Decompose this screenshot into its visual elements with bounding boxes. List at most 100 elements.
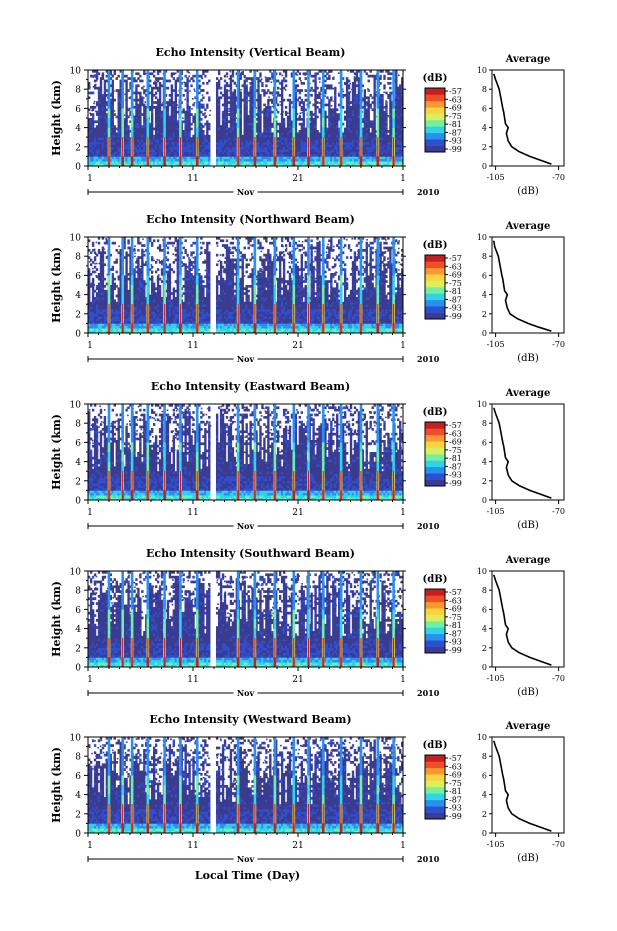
heatmap-cell [227, 149, 231, 152]
heatmap-cell [88, 146, 91, 150]
heatmap-cell [99, 130, 103, 133]
heatmap-cell [137, 161, 140, 164]
heatmap-cell [233, 89, 237, 92]
heatmap-cell [204, 74, 207, 78]
heatmap-cell [117, 134, 120, 138]
heatmap-cell [119, 161, 122, 164]
heatmap-cell [314, 137, 317, 140]
heatmap-cell [223, 134, 227, 138]
heatmap-cell [137, 110, 140, 114]
heatmap-cell [101, 151, 105, 155]
heatmap-cell [176, 149, 179, 152]
heatmap-cell [314, 118, 317, 121]
heatmap-cell [265, 113, 268, 116]
heatmap-cell [261, 84, 264, 88]
heatmap-cell [275, 130, 278, 133]
heatmap-cell [367, 101, 370, 104]
heatmap-cell [115, 154, 118, 157]
heatmap-cell [206, 158, 209, 162]
heatmap-cell [125, 82, 128, 85]
heatmap-cell [217, 72, 221, 76]
heatmap-cell [156, 98, 160, 102]
heatmap-cell [190, 77, 193, 80]
heatmap-cell [182, 151, 185, 155]
heatmap-cell [296, 84, 300, 88]
heatmap-cell [294, 146, 298, 150]
heatmap-dot [166, 87, 168, 90]
heatmap-cell [330, 70, 333, 73]
heatmap-cell [233, 149, 237, 152]
heatmap-cell [280, 139, 284, 143]
heatmap-cell [271, 74, 274, 78]
heatmap-cell [243, 86, 246, 90]
heatmap-cell [265, 120, 268, 124]
heatmap-cell [243, 101, 246, 104]
heatmap-cell [182, 110, 185, 114]
heatmap-cell [174, 130, 177, 133]
heatmap-cell [229, 82, 233, 85]
heatmap-cell [300, 151, 303, 155]
heatmap-cell [215, 139, 219, 143]
heatmap-cell [135, 113, 138, 116]
heatmap-cell [172, 72, 176, 76]
heatmap-cell [198, 108, 201, 112]
heatmap-cell [135, 110, 138, 114]
heatmap-cell [225, 96, 229, 100]
heatmap-cell [255, 134, 258, 138]
heatmap-cell [135, 101, 138, 104]
heatmap-cell [263, 120, 266, 124]
heatmap-cell [312, 161, 315, 164]
heatmap-cell [200, 122, 203, 126]
heatmap-cell [200, 154, 203, 157]
heatmap-cell [247, 163, 250, 167]
heatmap-cell [347, 98, 351, 102]
heatmap-cell [300, 154, 303, 157]
heatmap-cell [271, 125, 274, 128]
heatmap-cell [328, 86, 331, 90]
heatmap-cell [111, 106, 114, 109]
heatmap-cell [247, 125, 250, 128]
heatmap-dot [92, 86, 95, 88]
heatmap-dot [309, 93, 312, 96]
heatmap-cell [233, 96, 237, 100]
heatmap-cell [154, 130, 158, 133]
heatmap-cell [296, 132, 300, 136]
heatmap-cell [95, 163, 99, 167]
heatmap-cell [314, 103, 317, 107]
heatmap-cell [158, 137, 162, 140]
heatmap-cell [127, 146, 130, 150]
heatmap-cell [97, 115, 101, 119]
heatmap-cell [182, 94, 185, 97]
heatmap-cell [186, 144, 189, 148]
heatmap-cell [156, 158, 160, 162]
heatmap-cell [152, 137, 156, 140]
heatmap-dot [231, 108, 234, 110]
heatmap-cell [184, 89, 187, 92]
heatmap-cell [156, 122, 160, 126]
heatmap-cell [314, 151, 317, 155]
heatmap-cell [168, 134, 172, 138]
heatmap-cell [312, 142, 315, 145]
heatmap-cell [265, 127, 268, 131]
heatmap-cell [174, 156, 177, 160]
heatmap-cell [192, 118, 195, 121]
heatmap-cell [217, 137, 221, 140]
heatmap-cell [151, 156, 154, 160]
heatmap-cell [129, 139, 132, 143]
heatmap-cell [229, 137, 233, 140]
heatmap-cell [143, 103, 146, 107]
heatmap-cell [257, 101, 260, 104]
heatmap-cell [99, 101, 103, 104]
heatmap-cell [288, 156, 292, 160]
heatmap-cell [217, 139, 221, 143]
heatmap-cell [259, 110, 262, 114]
heatmap-cell [229, 94, 233, 97]
heatmap-cell [221, 115, 225, 119]
heatmap-cell [282, 132, 286, 136]
heatmap-cell [243, 110, 246, 114]
heatmap-cell [255, 139, 258, 143]
heatmap-cell [227, 96, 231, 100]
heatmap-cell [115, 115, 118, 119]
heatmap-cell [310, 142, 313, 145]
heatmap-cell [302, 72, 305, 76]
